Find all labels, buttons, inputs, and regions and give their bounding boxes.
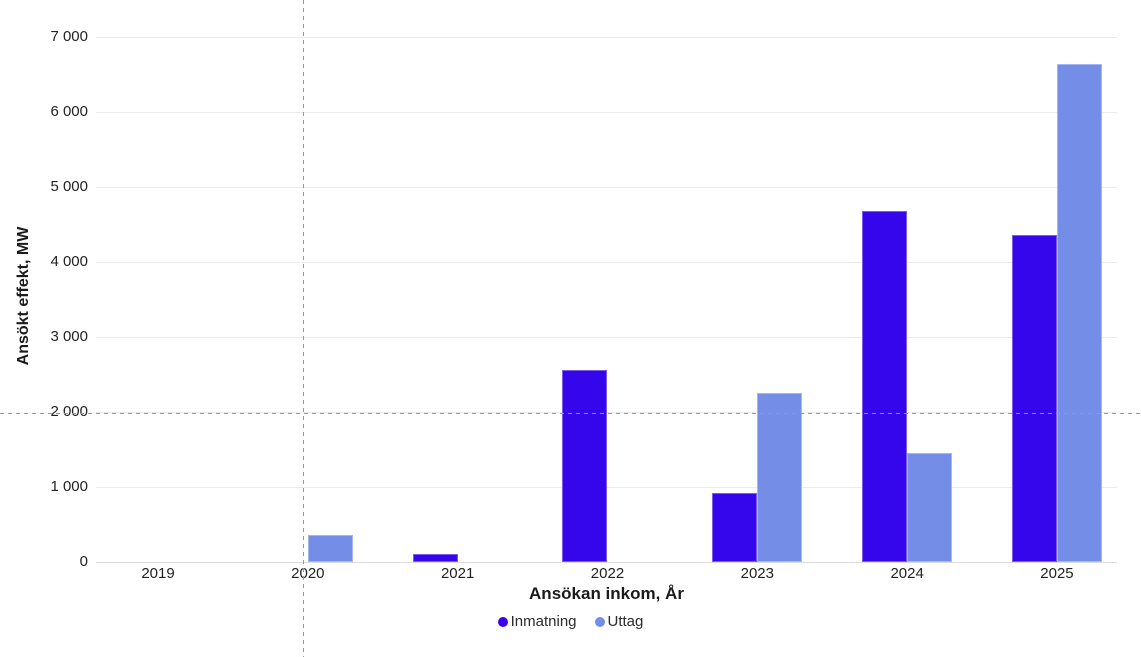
y-tick-label-0: 0 [79,552,88,570]
crosshair-vertical-line [303,0,304,657]
x-tick-label-2024: 2024 [890,565,924,582]
gridline-5000 [96,186,1117,188]
bar-inmatning-2025[interactable] [1011,234,1057,562]
legend-swatch-icon [594,616,605,627]
x-tick-label-2019: 2019 [141,565,175,582]
bar-uttag-2023[interactable] [757,392,803,562]
x-tick-label-2023: 2023 [740,565,774,582]
y-tick-label-5000: 5 000 [50,177,88,195]
bar-inmatning-2024[interactable] [862,210,908,562]
gridline-7000 [96,36,1117,38]
y-tick-label-2000: 2 000 [50,402,88,420]
x-tick-label-2021: 2021 [440,565,475,582]
y-tick-label-7000: 7 000 [50,27,88,45]
legend-item-inmatning[interactable]: Inmatning [497,613,577,630]
gridline-0 [96,561,1117,563]
y-tick-label-6000: 6 000 [50,102,88,120]
bar-uttag-2020[interactable] [307,535,353,562]
x-tick-label-2025: 2025 [1040,565,1074,582]
legend-label: Inmatning [510,613,577,630]
crosshair-horizontal-line [0,413,1141,414]
y-tick-label-3000: 3 000 [50,327,88,345]
legend-item-uttag[interactable]: Uttag [594,613,644,630]
bar-inmatning-2022[interactable] [562,369,608,562]
gridline-4000 [96,261,1117,263]
x-axis-title: Ansökan inkom, År [529,584,684,603]
bar-inmatning-2021[interactable] [412,554,458,562]
x-tick-label-2022: 2022 [590,565,625,582]
bar-inmatning-2023[interactable] [712,493,758,562]
legend-swatch-icon [497,616,508,627]
y-tick-label-4000: 4 000 [50,252,88,270]
bar-uttag-2024[interactable] [907,452,953,562]
x-tick-label-2020: 2020 [291,565,325,582]
legend: Inmatning Uttag [0,613,1141,630]
legend-label: Uttag [607,613,644,630]
gridline-6000 [96,111,1117,113]
bar-uttag-2025[interactable] [1056,63,1102,562]
y-tick-label-1000: 1 000 [50,477,88,495]
gridline-3000 [96,336,1117,338]
